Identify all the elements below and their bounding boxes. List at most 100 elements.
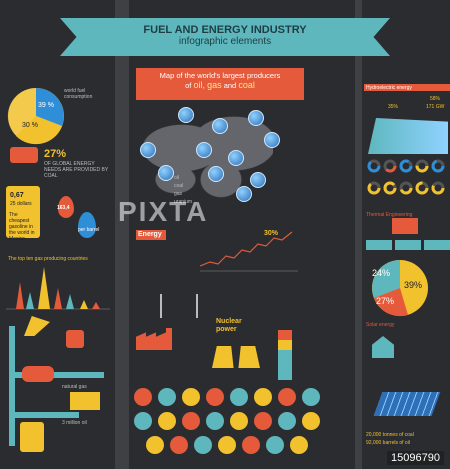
flame-icon[interactable] xyxy=(302,412,320,430)
producer-marker[interactable] xyxy=(212,118,228,134)
factory-small-icon[interactable] xyxy=(206,388,224,406)
hydro-stat-2: 35% xyxy=(388,104,399,110)
pie-pct-1: 39 % xyxy=(38,102,54,109)
bottom-stat-2: 92,000 barrels of oil xyxy=(366,440,410,446)
pylon-icon[interactable] xyxy=(158,388,176,406)
tanker-truck-icon xyxy=(22,366,54,382)
energy-percentage: 30% xyxy=(264,230,279,237)
solar-icon[interactable] xyxy=(290,436,308,454)
house-icon xyxy=(372,336,394,358)
nuclear-label: Nuclear xyxy=(216,318,242,325)
map-title-coal: coal xyxy=(238,80,255,91)
atom-icon[interactable] xyxy=(230,412,248,430)
thermal-pct-2: 39% xyxy=(404,280,423,290)
coal-cart-icon xyxy=(10,147,38,163)
lightning-icon[interactable] xyxy=(218,436,236,454)
coal-description: OF GLOBAL ENERGY NEEDS ARE PROVIDED BY C… xyxy=(44,161,109,179)
pie-legend: world fuel consumption xyxy=(64,88,93,100)
thermal-title: Thermal Engineering xyxy=(366,212,413,218)
banner-title: FUEL AND ENERGY INDUSTRY xyxy=(143,24,307,36)
thermal-plant-icon xyxy=(392,218,418,234)
energy-line-chart xyxy=(200,231,298,272)
gas-pump-icon[interactable] xyxy=(158,412,176,430)
producer-marker[interactable] xyxy=(250,172,266,188)
hydro-icon[interactable] xyxy=(278,388,296,406)
fuel-icon[interactable] xyxy=(134,412,152,430)
hydro-stat-3: 171 GW xyxy=(426,104,445,110)
car-icon[interactable] xyxy=(302,388,320,406)
footer-id: 15096790 xyxy=(387,451,444,465)
producer-marker[interactable] xyxy=(228,150,244,166)
legend-gas: gas xyxy=(174,191,183,197)
producer-marker[interactable] xyxy=(158,165,174,181)
power-line-icon[interactable] xyxy=(194,436,212,454)
producer-marker[interactable] xyxy=(140,142,156,158)
fuel-unit: 25 dollars xyxy=(10,201,32,207)
power-pylons-icon xyxy=(160,294,198,318)
barrel-price: 163,4 xyxy=(57,205,70,211)
pipeline-main xyxy=(9,326,15,446)
solar-title: Solar energy xyxy=(366,322,395,328)
energy-label: Energy xyxy=(138,231,162,238)
producer-marker[interactable] xyxy=(236,186,252,202)
oil-rig-icon[interactable] xyxy=(182,412,200,430)
thermal-pie-chart xyxy=(372,260,428,317)
natural-gas-label: natural gas xyxy=(62,384,87,390)
dam-icon xyxy=(368,118,448,154)
barrel-icon[interactable] xyxy=(266,436,284,454)
valve-icon xyxy=(66,330,84,348)
hydro-ring-charts xyxy=(367,159,445,195)
divider xyxy=(355,0,362,469)
fuel-pump-icon xyxy=(6,186,40,238)
legend-uranium: uranium xyxy=(174,199,193,205)
map-title-gas: gas xyxy=(207,80,222,91)
producer-marker[interactable] xyxy=(248,110,264,126)
legend-oil: oil xyxy=(174,175,180,181)
hydro-title: Hydroelectric energy xyxy=(366,85,412,91)
truck-icon[interactable] xyxy=(134,388,152,406)
plant-icon[interactable] xyxy=(206,412,224,430)
refinery-small-icon[interactable] xyxy=(170,436,188,454)
pipe-icon[interactable] xyxy=(254,388,272,406)
pipeline-branch-2 xyxy=(9,412,79,418)
barrel-drop-icon xyxy=(58,196,74,218)
thermal-pct-3: 27% xyxy=(376,296,395,306)
thermal-tags xyxy=(366,240,450,250)
legend-coal: coal xyxy=(174,183,184,189)
hydro-stat-1: 58% xyxy=(430,96,441,102)
consumption-pie-chart xyxy=(7,87,64,145)
map-legend: oil coal gas uranium xyxy=(174,174,192,206)
producer-marker[interactable] xyxy=(178,107,194,123)
city-icon[interactable] xyxy=(146,436,164,454)
windmill-icon[interactable] xyxy=(182,388,200,406)
solar-panel-icon xyxy=(373,392,441,416)
pipeline-branch xyxy=(9,372,104,378)
fuel-price: 0,67 xyxy=(10,192,24,199)
map-title-line1: Map of the world's largest producers xyxy=(159,71,281,80)
boat-icon[interactable] xyxy=(242,436,260,454)
barrel-drop-icon-2 xyxy=(78,212,96,238)
hydro-title-bar xyxy=(364,84,450,91)
map-title-box: Map of the world's largest producers of … xyxy=(136,68,304,100)
banner-subtitle: infographic elements xyxy=(178,36,272,47)
producer-marker[interactable] xyxy=(264,132,280,148)
header-banner: FUEL AND ENERGY INDUSTRY infographic ele… xyxy=(60,18,390,56)
drop-icon[interactable] xyxy=(230,388,248,406)
pie-pct-2: 30 % xyxy=(22,122,38,129)
gas-chart-title: The top ten gas producing countries xyxy=(8,256,88,262)
refinery-icon xyxy=(70,392,100,410)
tower-icon[interactable] xyxy=(254,412,272,430)
gas-producers-chart xyxy=(6,267,110,310)
energy-icon-grid xyxy=(134,388,348,464)
nuclear-sublabel: power xyxy=(216,326,237,333)
coal-percentage: 27% xyxy=(44,148,67,160)
producer-marker[interactable] xyxy=(208,166,224,182)
nuclear-bar-chart xyxy=(278,330,292,380)
map-title-and: and xyxy=(223,81,237,91)
tanker-icon[interactable] xyxy=(278,412,296,430)
fuel-description: The cheapest gasoline in the world in Me… xyxy=(9,212,35,242)
producer-marker[interactable] xyxy=(196,142,212,158)
bottom-stat-1: 20,000 tonnes of coal xyxy=(366,432,414,438)
map-title-of: of xyxy=(185,81,192,91)
energy-tag xyxy=(136,230,166,240)
